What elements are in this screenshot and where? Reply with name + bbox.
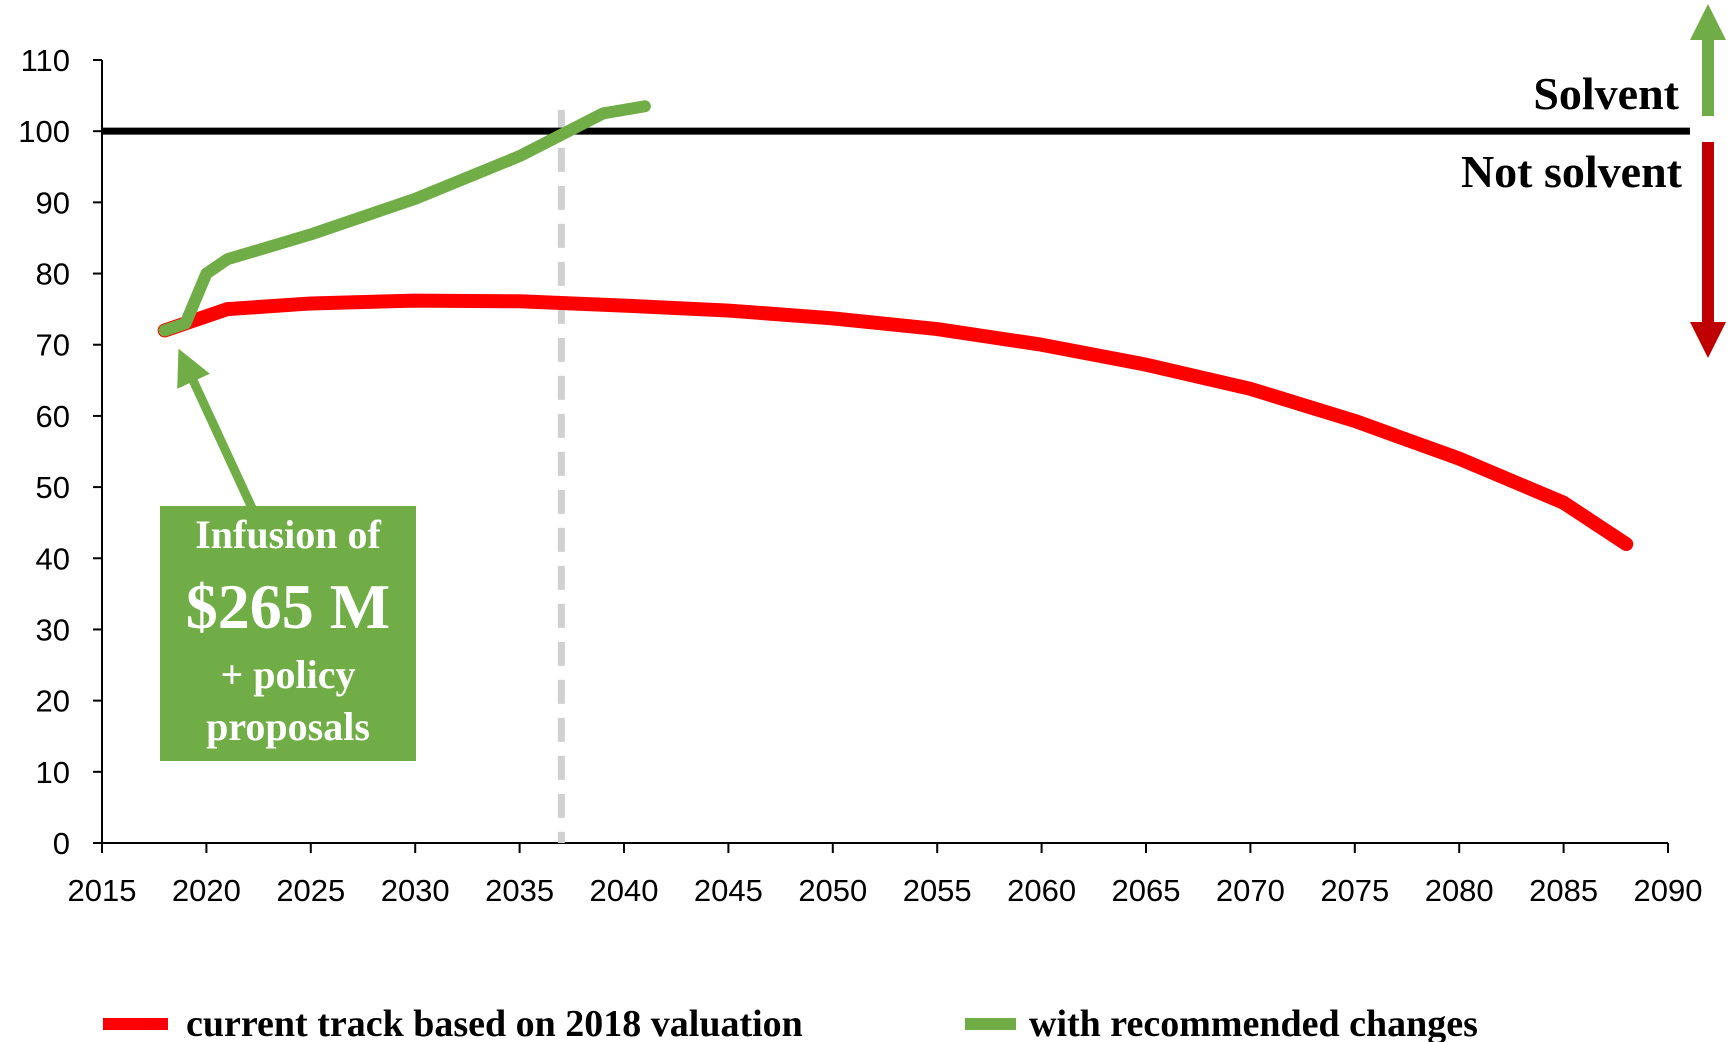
y-tick-label: 60 (36, 399, 70, 434)
x-tick-label: 2075 (1320, 873, 1389, 908)
y-tick-label: 40 (36, 541, 70, 576)
x-tick-label: 2030 (381, 873, 450, 908)
x-tick-label: 2045 (694, 873, 763, 908)
solvent-arrow-head (1690, 4, 1726, 40)
y-tick-label: 70 (36, 328, 70, 363)
annotation-text: proposals (206, 704, 370, 749)
legend-label: with recommended changes (1029, 1003, 1478, 1042)
y-tick-label: 20 (36, 684, 70, 719)
x-tick-label: 2090 (1634, 873, 1703, 908)
x-tick-label: 2070 (1216, 873, 1285, 908)
x-tick-label: 2085 (1529, 873, 1598, 908)
x-tick-label: 2035 (485, 873, 554, 908)
x-tick-label: 2080 (1425, 873, 1494, 908)
x-tick-label: 2025 (276, 873, 345, 908)
x-tick-label: 2060 (1007, 873, 1076, 908)
annotation-text: $265 M (186, 571, 390, 642)
y-tick-label: 100 (18, 114, 70, 149)
solvent-label: Solvent (1533, 68, 1679, 119)
y-tick-label: 80 (36, 257, 70, 292)
y-tick-label: 50 (36, 470, 70, 505)
not-solvent-label: Not solvent (1461, 146, 1683, 197)
x-tick-label: 2065 (1112, 873, 1181, 908)
x-tick-label: 2040 (590, 873, 659, 908)
y-tick-label: 10 (36, 755, 70, 790)
not-solvent-arrow-head (1690, 322, 1726, 358)
x-tick-label: 2050 (798, 873, 867, 908)
y-tick-label: 0 (53, 826, 70, 861)
x-tick-label: 2015 (68, 873, 137, 908)
annotation-arrow (177, 348, 257, 510)
annotation-box (160, 506, 416, 761)
annotation-text: + policy (220, 652, 355, 697)
series-line (158, 100, 651, 337)
y-tick-label: 90 (36, 185, 70, 220)
x-tick-label: 2020 (172, 873, 241, 908)
annotation-text: Infusion of (195, 512, 381, 557)
y-tick-label: 110 (21, 43, 70, 78)
x-tick-label: 2055 (903, 873, 972, 908)
y-tick-label: 30 (36, 612, 70, 647)
series-line (157, 293, 1634, 552)
legend-label: current track based on 2018 valuation (186, 1003, 803, 1042)
